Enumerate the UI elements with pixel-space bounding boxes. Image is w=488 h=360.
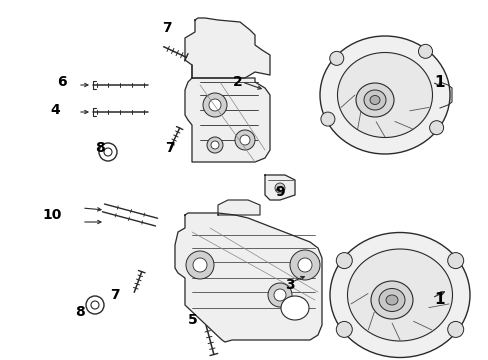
Circle shape (336, 253, 351, 269)
Circle shape (210, 141, 219, 149)
Ellipse shape (370, 281, 412, 319)
Circle shape (297, 258, 311, 272)
Ellipse shape (369, 95, 379, 104)
Text: 7: 7 (165, 141, 174, 155)
Circle shape (267, 283, 291, 307)
Text: 7: 7 (110, 288, 120, 302)
Text: 7: 7 (162, 21, 171, 35)
Text: 4: 4 (50, 103, 60, 117)
Text: 10: 10 (42, 208, 61, 222)
Circle shape (185, 251, 214, 279)
Polygon shape (439, 82, 451, 108)
Ellipse shape (337, 53, 431, 138)
Circle shape (447, 253, 463, 269)
Circle shape (193, 258, 206, 272)
Ellipse shape (355, 83, 393, 117)
Text: 2: 2 (233, 75, 243, 89)
Circle shape (203, 93, 226, 117)
Text: 8: 8 (75, 305, 85, 319)
Text: 9: 9 (275, 185, 284, 199)
Circle shape (329, 51, 343, 66)
Text: 1: 1 (434, 292, 445, 307)
Polygon shape (175, 213, 321, 342)
Ellipse shape (319, 36, 449, 154)
Circle shape (336, 321, 351, 337)
Text: 6: 6 (57, 75, 67, 89)
Circle shape (273, 289, 285, 301)
Polygon shape (218, 200, 260, 215)
Polygon shape (264, 175, 294, 200)
Ellipse shape (347, 249, 451, 341)
Text: 8: 8 (95, 141, 104, 155)
Text: 3: 3 (285, 278, 294, 292)
Ellipse shape (363, 90, 385, 110)
Circle shape (208, 99, 221, 111)
Circle shape (320, 112, 334, 126)
Text: 1: 1 (434, 75, 445, 90)
Circle shape (240, 135, 249, 145)
Circle shape (418, 44, 431, 58)
Circle shape (235, 130, 254, 150)
Polygon shape (184, 18, 269, 78)
Circle shape (91, 301, 99, 309)
Ellipse shape (329, 233, 469, 357)
Ellipse shape (281, 296, 308, 320)
Text: 5: 5 (188, 313, 198, 327)
Polygon shape (184, 65, 269, 162)
Circle shape (104, 148, 112, 156)
Circle shape (289, 250, 319, 280)
Circle shape (447, 321, 463, 337)
Circle shape (86, 296, 104, 314)
Ellipse shape (385, 295, 397, 305)
Circle shape (274, 183, 285, 193)
Circle shape (99, 143, 117, 161)
Circle shape (206, 137, 223, 153)
Circle shape (429, 121, 443, 135)
Ellipse shape (378, 288, 404, 311)
